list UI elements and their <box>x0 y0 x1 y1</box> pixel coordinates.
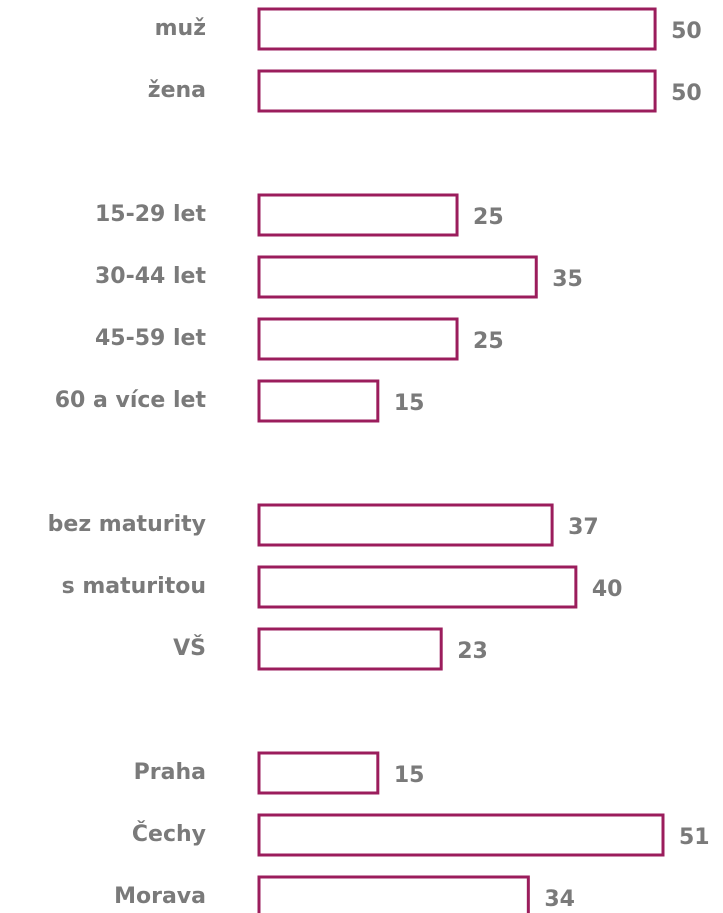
value-label: 25 <box>473 205 504 230</box>
category-label: žena <box>148 78 206 103</box>
bar <box>257 503 554 547</box>
category-label: 45-59 let <box>95 326 206 351</box>
value-label: 40 <box>592 577 623 602</box>
value-label: 37 <box>568 515 599 540</box>
value-label: 35 <box>552 267 583 292</box>
category-label: VŠ <box>173 635 206 661</box>
category-label: Morava <box>114 884 206 909</box>
bar <box>257 7 657 51</box>
bar <box>257 565 578 609</box>
value-label: 25 <box>473 329 504 354</box>
bar <box>257 193 459 237</box>
value-label: 50 <box>671 81 702 106</box>
bar <box>257 627 443 671</box>
category-label: muž <box>155 16 206 41</box>
value-label: 23 <box>457 639 488 664</box>
value-label: 15 <box>394 391 425 416</box>
value-label: 50 <box>671 19 702 44</box>
category-label: 15-29 let <box>95 202 206 227</box>
bar <box>257 751 380 795</box>
bar <box>257 255 538 299</box>
bar <box>257 875 530 913</box>
value-label: 34 <box>544 887 575 912</box>
category-label: Čechy <box>132 821 206 847</box>
bar <box>257 379 380 423</box>
value-label: 15 <box>394 763 425 788</box>
category-label: bez maturity <box>48 512 206 537</box>
category-label: 60 a více let <box>55 388 207 413</box>
bar <box>257 317 459 361</box>
bar <box>257 69 657 113</box>
category-label: Praha <box>134 760 206 785</box>
category-label: s maturitou <box>62 574 206 599</box>
value-label: 51 <box>679 825 710 850</box>
category-label: 30-44 let <box>95 264 206 289</box>
bar <box>257 813 665 857</box>
